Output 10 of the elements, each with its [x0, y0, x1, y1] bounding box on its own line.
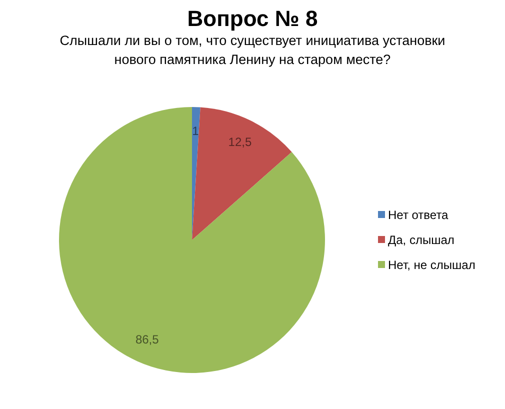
data-label: 1: [192, 124, 200, 138]
data-label: 12,5: [228, 135, 252, 150]
chart-title: Вопрос № 8: [187, 6, 318, 31]
data-label: 86,5: [135, 332, 160, 346]
legend-label: Нет ответа: [388, 208, 449, 222]
chart-subtitle: Слышали ли вы о том, что существует инициатива установки нового памятника Ленину на старом месте?: [60, 33, 446, 67]
legend-label: Нет, не слышал: [388, 258, 476, 272]
legend-label: Да, слышал: [388, 233, 454, 247]
pie-slice: [192, 107, 292, 240]
pie-slice: [59, 107, 325, 373]
